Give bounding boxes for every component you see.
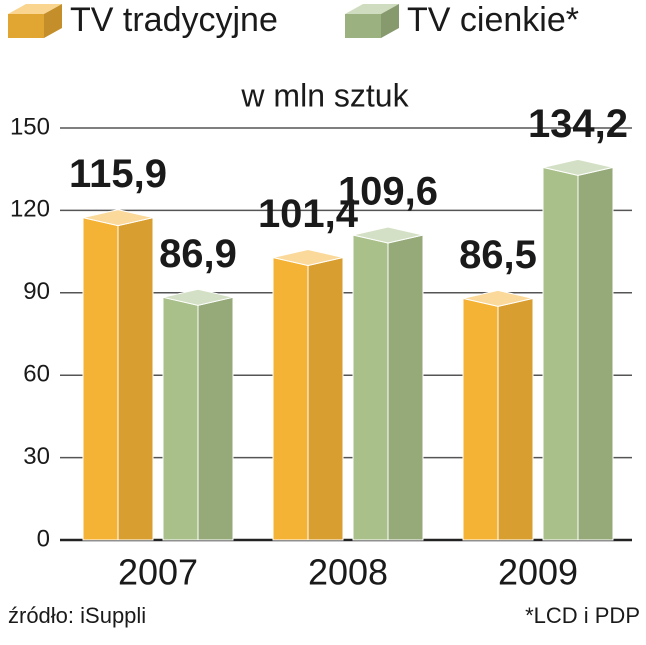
data-label: 109,6 — [338, 170, 438, 214]
legend-swatch — [8, 14, 44, 38]
bar-top — [462, 289, 534, 307]
bar-top — [542, 158, 614, 176]
legend-swatch — [44, 4, 62, 38]
data-label: 86,9 — [159, 232, 237, 276]
note: *LCD i PDP — [525, 603, 640, 628]
data-label: 115,9 — [69, 152, 167, 196]
legend-label: TV cienkie* — [407, 1, 579, 39]
bar-front-left — [352, 234, 389, 541]
y-tick-label: 90 — [23, 278, 50, 305]
data-label: 134,2 — [528, 102, 628, 146]
bar-top — [352, 226, 424, 244]
x-tick-label: 2009 — [498, 552, 578, 593]
data-label: 101,4 — [258, 192, 359, 236]
y-tick-label: 150 — [10, 113, 50, 140]
bar-front-right — [117, 217, 154, 541]
bar-front-left — [542, 166, 579, 541]
bar-front-left — [272, 256, 309, 541]
legend-swatch — [345, 14, 381, 38]
y-tick-label: 60 — [23, 361, 50, 388]
bar-front-left — [82, 217, 119, 541]
bar-top — [272, 248, 344, 267]
y-tick-label: 120 — [10, 196, 50, 223]
bar-front-left — [162, 296, 199, 541]
chart-subtitle: w mln sztuk — [240, 77, 409, 113]
y-tick-label: 30 — [23, 443, 50, 470]
bar-top — [162, 288, 234, 306]
source: źródło: iSuppli — [8, 603, 146, 628]
bar-front-right — [577, 166, 614, 541]
data-label: 86,5 — [459, 233, 537, 277]
x-tick-label: 2007 — [118, 552, 198, 593]
bar-front-right — [497, 297, 534, 541]
legend-label: TV tradycyjne — [70, 1, 278, 39]
bar-front-right — [307, 256, 344, 541]
legend-swatch — [381, 4, 399, 38]
bar-front-right — [197, 296, 234, 541]
bar-top — [82, 209, 154, 227]
bar-front-right — [387, 234, 424, 541]
y-tick-label: 0 — [37, 525, 50, 552]
x-tick-label: 2008 — [308, 552, 388, 593]
bar-front-left — [462, 297, 499, 541]
